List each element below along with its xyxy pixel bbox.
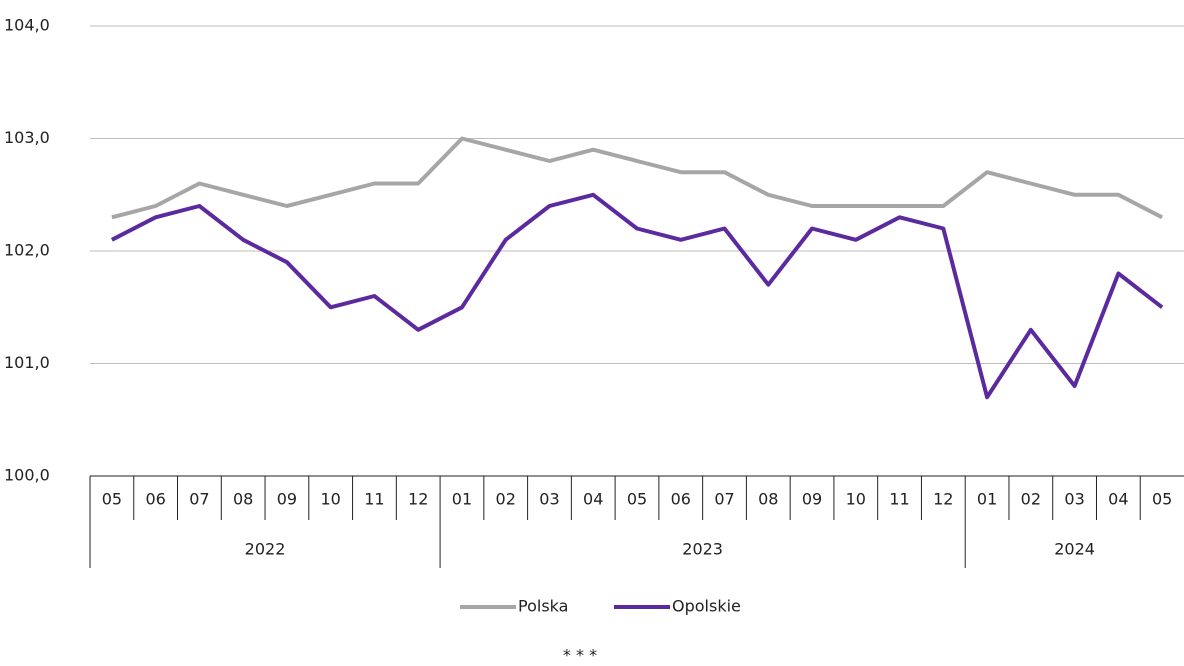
x-tick-label: 03 bbox=[1064, 490, 1084, 509]
x-tick-label: 05 bbox=[102, 490, 122, 509]
x-tick-label: 06 bbox=[145, 490, 165, 509]
x-tick-label: 05 bbox=[1152, 490, 1172, 509]
y-tick-label: 101,0 bbox=[4, 353, 50, 372]
x-tick-label: 09 bbox=[277, 490, 297, 509]
x-tick-label: 04 bbox=[1108, 490, 1128, 509]
x-tick-label: 08 bbox=[758, 490, 778, 509]
series-line bbox=[111, 136, 1164, 220]
x-tick-label: 04 bbox=[583, 490, 603, 509]
x-tick-label: 08 bbox=[233, 490, 253, 509]
x-tick-label: 10 bbox=[321, 490, 341, 509]
x-tick-label: 01 bbox=[977, 490, 997, 509]
year-label: 2022 bbox=[245, 540, 286, 559]
y-tick-label: 103,0 bbox=[4, 128, 50, 147]
x-tick-label: 01 bbox=[452, 490, 472, 509]
x-tick-label: 06 bbox=[671, 490, 691, 509]
series-line bbox=[110, 192, 1164, 400]
x-tick-label: 09 bbox=[802, 490, 822, 509]
x-tick-label: 07 bbox=[714, 490, 734, 509]
footnote: * * * bbox=[563, 646, 597, 665]
x-tick-label: 12 bbox=[408, 490, 428, 509]
x-tick-label: 05 bbox=[627, 490, 647, 509]
x-tick-label: 07 bbox=[189, 490, 209, 509]
x-tick-label: 02 bbox=[1021, 490, 1041, 509]
x-tick-label: 10 bbox=[846, 490, 866, 509]
legend-label: Polska bbox=[518, 597, 568, 616]
legend-label: Opolskie bbox=[672, 597, 741, 616]
x-tick-label: 02 bbox=[496, 490, 516, 509]
year-label: 2024 bbox=[1054, 540, 1095, 559]
year-label: 2023 bbox=[682, 540, 723, 559]
y-tick-label: 104,0 bbox=[4, 16, 50, 35]
y-tick-label: 100,0 bbox=[4, 466, 50, 485]
x-tick-label: 12 bbox=[933, 490, 953, 509]
x-tick-label: 11 bbox=[889, 490, 909, 509]
y-tick-label: 102,0 bbox=[4, 241, 50, 260]
x-tick-label: 11 bbox=[364, 490, 384, 509]
x-tick-label: 03 bbox=[539, 490, 559, 509]
